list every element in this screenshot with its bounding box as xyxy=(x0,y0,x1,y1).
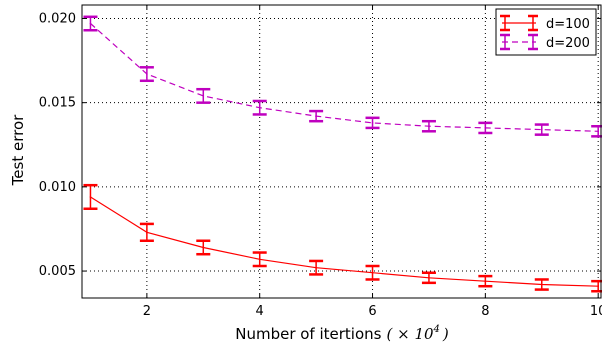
error-bar xyxy=(534,278,549,291)
y-tick-label: 0.020 xyxy=(39,11,76,26)
legend-item: d=200 xyxy=(500,33,590,51)
data-point xyxy=(315,115,317,117)
error-bar xyxy=(421,271,436,285)
error-bar xyxy=(365,116,380,130)
y-axis-label: Test error xyxy=(9,114,27,186)
legend: d=100 d=200 xyxy=(495,8,597,56)
data-point xyxy=(258,258,261,261)
error-bar xyxy=(196,87,211,104)
error-bar xyxy=(478,121,493,135)
data-point xyxy=(146,231,148,234)
plot-frame xyxy=(81,4,602,299)
error-bar xyxy=(139,222,154,242)
data-point xyxy=(202,246,205,249)
axes: 2 4 6 8 10 0.005 0.010 0.015 0.020 xyxy=(39,5,602,319)
series-line xyxy=(90,23,599,132)
data-point xyxy=(540,128,543,131)
data-point xyxy=(202,95,205,97)
data-point xyxy=(89,196,92,198)
data-point xyxy=(371,271,374,274)
x-tick-label: 8 xyxy=(481,304,489,319)
series-d=100 xyxy=(83,183,602,293)
data-point xyxy=(258,106,261,109)
data-point xyxy=(428,125,430,128)
x-axis-label: Number of itertions ( × 104) xyxy=(235,324,449,343)
error-bar xyxy=(421,119,436,133)
error-bar xyxy=(534,123,549,136)
x-axis-label-close: ) xyxy=(442,325,449,343)
data-point xyxy=(146,73,148,75)
data-point xyxy=(484,280,487,282)
error-bar xyxy=(196,239,211,256)
error-bar xyxy=(591,124,602,138)
y-tick-label: 0.015 xyxy=(39,96,76,111)
x-tick-label: 2 xyxy=(143,304,151,319)
x-tick-label: 4 xyxy=(256,304,264,319)
error-bar xyxy=(309,109,324,123)
error-bar xyxy=(252,251,267,268)
data-point xyxy=(315,266,317,269)
x-axis-label-text: Number of itertions xyxy=(235,325,381,343)
data-point xyxy=(371,122,374,124)
data-point xyxy=(597,285,599,288)
data-point xyxy=(540,283,543,286)
error-bar xyxy=(365,264,380,281)
x-axis-label-exponent: 4 xyxy=(433,324,440,335)
data-point xyxy=(89,22,92,25)
error-bar xyxy=(478,274,493,288)
y-tick-label: 0.005 xyxy=(39,264,76,279)
series-line xyxy=(90,196,599,287)
error-bar xyxy=(591,279,602,293)
error-bar xyxy=(139,66,154,83)
data-point xyxy=(428,276,430,279)
x-tick-label: 6 xyxy=(368,304,376,319)
y-tick-label: 0.010 xyxy=(39,180,76,195)
error-bar xyxy=(309,259,324,276)
plot-series xyxy=(83,15,602,293)
legend-frame xyxy=(495,8,597,56)
legend-label: d=200 xyxy=(546,36,590,51)
series-d=200 xyxy=(83,15,602,138)
legend-item: d=100 xyxy=(500,14,590,32)
data-point xyxy=(484,127,487,129)
x-tick-label: 10 xyxy=(590,304,602,319)
error-bar xyxy=(83,15,98,32)
data-point xyxy=(597,130,599,133)
x-axis-label-unit: ( × 10 xyxy=(386,325,434,343)
error-bar xyxy=(252,99,267,116)
error-bar xyxy=(83,183,98,211)
legend-label: d=100 xyxy=(546,17,590,32)
